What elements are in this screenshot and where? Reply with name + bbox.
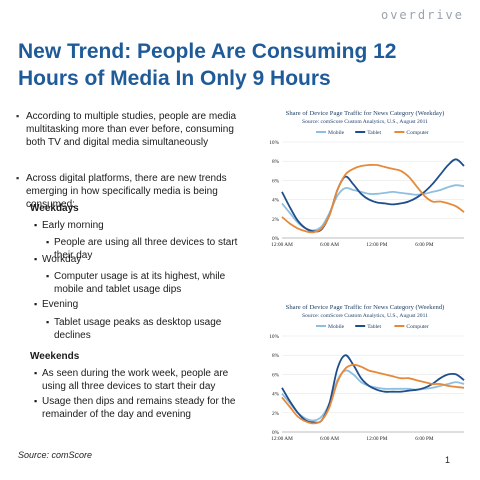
weekend-chart-svg: Share of Device Page Traffic for News Ca… xyxy=(269,304,465,442)
bullet-item: Usage then dips and remains steady for t… xyxy=(34,395,254,421)
y-tick-label: 2% xyxy=(272,217,280,223)
weekday-chart: Share of Device Page Traffic for News Ca… xyxy=(258,106,472,256)
series-line-mobile xyxy=(281,369,465,422)
x-tick-label: 12:00 AM xyxy=(271,436,293,442)
chart-subtitle: Source: comScore Custom Analytics, U.S.,… xyxy=(302,313,428,319)
bullet-item: As seen during the work week, people are… xyxy=(34,367,254,393)
y-tick-label: 4% xyxy=(272,198,280,204)
y-tick-label: 2% xyxy=(272,411,280,417)
y-tick-label: 8% xyxy=(272,353,280,359)
x-tick-label: 6:00 PM xyxy=(415,436,434,442)
x-tick-label: 12:00 PM xyxy=(366,242,387,248)
bullet-item: Computer usage is at its highest, while … xyxy=(46,270,254,296)
y-tick-label: 10% xyxy=(269,334,279,340)
series-line-computer xyxy=(281,163,465,234)
y-tick-label: 8% xyxy=(272,159,280,165)
chart-title: Share of Device Page Traffic for News Ca… xyxy=(286,110,445,117)
bullet-text: According to multiple studies, people ar… xyxy=(26,111,237,148)
bullet-text: Tablet usage peaks as desktop usage decl… xyxy=(54,317,222,341)
x-tick-label: 12:00 PM xyxy=(366,436,387,442)
bullet-text: As seen during the work week, people are… xyxy=(42,368,229,392)
y-tick-label: 0% xyxy=(272,236,280,242)
header-bar: overdrive xyxy=(0,0,480,22)
weekend-chart: Share of Device Page Traffic for News Ca… xyxy=(258,300,472,450)
series-line-computer xyxy=(281,363,465,425)
bullet-text: Computer usage is at its highest, while … xyxy=(54,271,226,295)
page-number: 1 xyxy=(444,455,450,465)
x-tick-label: 6:00 AM xyxy=(320,242,339,248)
legend-label: Mobile xyxy=(328,130,345,136)
bullet-item: Evening xyxy=(34,298,254,311)
bullet-item: Across digital platforms, there are new … xyxy=(16,172,252,211)
weekdays-heading: Weekdays xyxy=(30,203,79,214)
x-tick-label: 12:00 AM xyxy=(271,242,293,248)
slide-title: New Trend: People Are Consuming 12 Hours… xyxy=(18,40,397,90)
source-note: Source: comScore xyxy=(18,450,93,460)
chart-subtitle: Source: comScore Custom Analytics, U.S.,… xyxy=(302,119,428,125)
legend-label: Computer xyxy=(406,324,429,330)
brand-logo: overdrive xyxy=(380,8,464,22)
x-tick-label: 6:00 AM xyxy=(320,436,339,442)
series-line-mobile xyxy=(281,184,465,232)
bullet-item: Workday xyxy=(34,253,254,266)
bullet-text: Across digital platforms, there are new … xyxy=(26,173,227,210)
bullet-item: Early morning xyxy=(34,219,254,232)
series-line-tablet xyxy=(281,354,465,424)
chart-title: Share of Device Page Traffic for News Ca… xyxy=(286,304,445,311)
bullet-text: Workday xyxy=(42,254,82,265)
y-tick-label: 6% xyxy=(272,178,280,184)
bullet-text: Evening xyxy=(42,299,79,310)
legend-label: Computer xyxy=(406,130,429,136)
y-tick-label: 10% xyxy=(269,140,279,146)
y-tick-label: 0% xyxy=(272,430,280,436)
legend-label: Tablet xyxy=(367,324,381,330)
legend-label: Tablet xyxy=(367,130,381,136)
weekday-chart-svg: Share of Device Page Traffic for News Ca… xyxy=(269,110,465,248)
bullet-text: Usage then dips and remains steady for t… xyxy=(42,396,236,420)
bullet-item: Tablet usage peaks as desktop usage decl… xyxy=(46,316,254,342)
y-tick-label: 4% xyxy=(272,392,280,398)
bullet-item: According to multiple studies, people ar… xyxy=(16,110,252,149)
x-tick-label: 6:00 PM xyxy=(415,242,434,248)
legend-label: Mobile xyxy=(328,324,345,330)
series-line-tablet xyxy=(281,158,465,233)
y-tick-label: 6% xyxy=(272,372,280,378)
weekends-heading: Weekends xyxy=(30,351,80,362)
bullet-text: Early morning xyxy=(42,220,104,231)
